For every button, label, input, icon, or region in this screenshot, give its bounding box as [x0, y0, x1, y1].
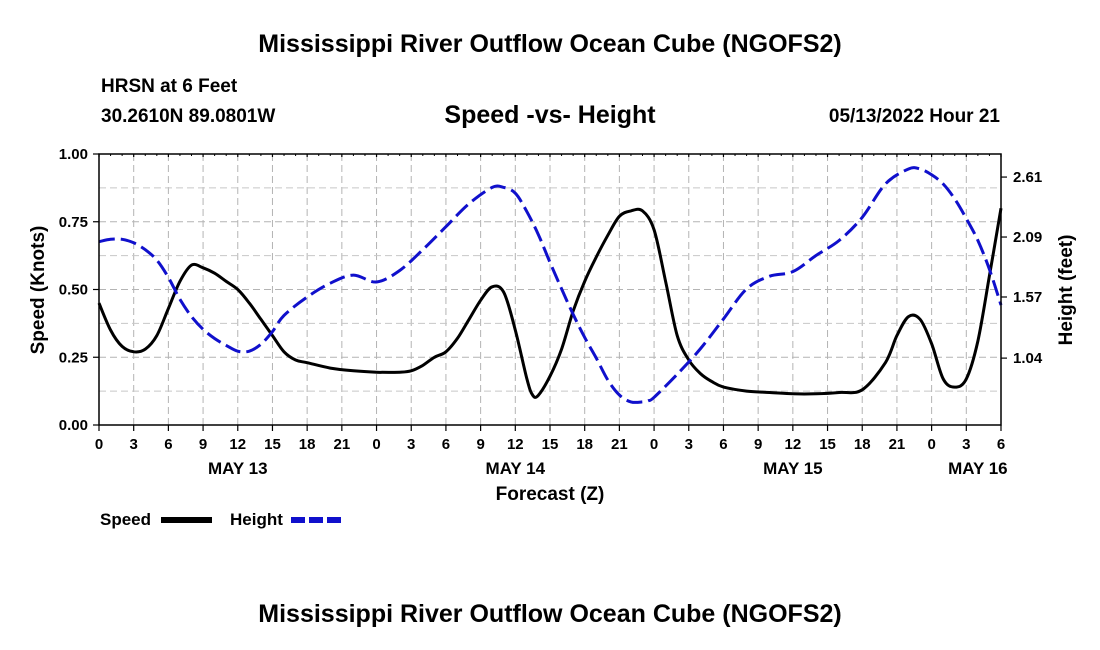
x-tick-label: 21 — [889, 436, 906, 453]
day-label: MAY 15 — [763, 459, 823, 478]
x-tick-label: 12 — [229, 436, 246, 453]
height-series-line — [98, 166, 1003, 404]
x-tick-label: 6 — [442, 436, 450, 453]
x-tick-label: 9 — [199, 436, 207, 453]
x-tick-label: 3 — [962, 436, 970, 453]
station-label: HRSN at 6 Feet — [101, 76, 238, 97]
x-tick-label: 12 — [785, 436, 802, 453]
x-tick-label: 0 — [650, 436, 658, 453]
x-tick-label: 21 — [334, 436, 351, 453]
y2-tick-label: 1.04 — [1013, 350, 1043, 367]
day-label: MAY 16 — [948, 459, 1008, 478]
x-tick-label: 3 — [130, 436, 138, 453]
x-tick-label: 18 — [576, 436, 593, 453]
x-tick-label: 6 — [164, 436, 172, 453]
y2-tick-label: 1.57 — [1013, 289, 1042, 306]
y-tick-label: 0.75 — [59, 214, 88, 231]
forecast-datetime: 05/13/2022 Hour 21 — [828, 106, 1000, 127]
day-label: MAY 13 — [208, 459, 268, 478]
x-tick-label: 9 — [476, 436, 484, 453]
x-tick-label: 0 — [95, 436, 103, 453]
grid-lines — [99, 154, 1001, 425]
y-tick-label: 0.50 — [59, 282, 88, 299]
x-tick-label: 6 — [997, 436, 1005, 453]
y-tick-label: 1.00 — [59, 146, 88, 163]
x-tick-label: 6 — [719, 436, 727, 453]
y-tick-label: 0.00 — [59, 417, 88, 434]
x-tick-label: 21 — [611, 436, 628, 453]
x-tick-label: 15 — [264, 436, 281, 453]
legend-height-label: Height — [230, 510, 283, 529]
speed-series-line — [97, 207, 1003, 399]
x-tick-label: 3 — [407, 436, 415, 453]
y2-tick-label: 2.09 — [1013, 229, 1042, 246]
x-axis-label: Forecast (Z) — [496, 484, 605, 505]
x-tick-label: 15 — [819, 436, 836, 453]
bottom-title: Mississippi River Outflow Ocean Cube (NG… — [258, 600, 842, 628]
series-lines — [97, 166, 1003, 404]
x-tick-label: 18 — [854, 436, 871, 453]
y-tick-label: 0.25 — [59, 349, 88, 366]
station-coordinates: 30.2610N 89.0801W — [101, 106, 276, 127]
legend: Speed Height — [100, 510, 342, 529]
y2-tick-label: 2.61 — [1013, 169, 1042, 186]
legend-speed-label: Speed — [100, 510, 151, 529]
y-axis-label: Speed (Knots) — [28, 226, 49, 355]
main-title: Mississippi River Outflow Ocean Cube (NG… — [258, 30, 842, 58]
day-label: MAY 14 — [486, 459, 546, 478]
x-tick-label: 15 — [542, 436, 559, 453]
chart-subtitle: Speed -vs- Height — [444, 101, 656, 129]
axes: 0 3 6 9 12 15 18 21 0 3 6 9 12 15 18 21 0 3 6 9 12 15 18 21 0 3 6 M… — [59, 146, 1043, 478]
x-tick-label: 12 — [507, 436, 524, 453]
x-tick-label: 0 — [927, 436, 935, 453]
x-tick-label: 9 — [754, 436, 762, 453]
x-tick-label: 0 — [372, 436, 380, 453]
y2-axis-label: Height (feet) — [1056, 235, 1077, 346]
x-tick-label: 3 — [685, 436, 693, 453]
x-tick-label: 18 — [299, 436, 316, 453]
